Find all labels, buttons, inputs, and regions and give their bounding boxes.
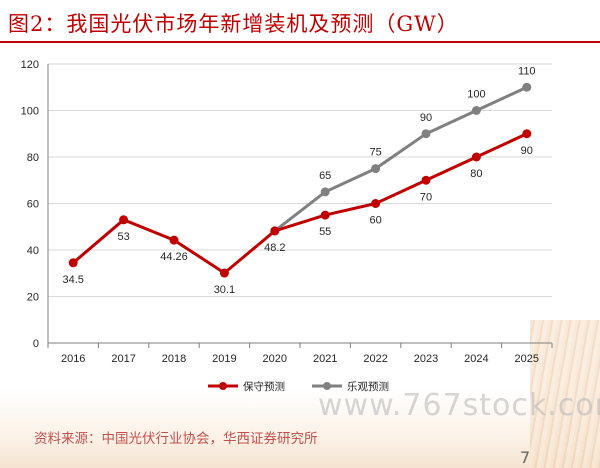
legend-label-conservative: 保守预测 xyxy=(243,380,285,393)
x-tick-label: 2023 xyxy=(414,353,438,365)
data-point-optimistic xyxy=(522,82,532,92)
data-point-conservative xyxy=(68,258,78,268)
page-number: 7 xyxy=(520,448,531,467)
data-point-optimistic xyxy=(320,187,330,197)
legend-label-optimistic: 乐观预测 xyxy=(347,380,389,393)
data-point-conservative xyxy=(270,226,280,236)
y-tick-label: 40 xyxy=(27,245,39,257)
x-tick-label: 2018 xyxy=(162,353,186,365)
legend-swatch-marker-optimistic xyxy=(323,382,331,390)
series-line-conservative xyxy=(72,132,528,275)
data-label-conservative: 55 xyxy=(319,226,331,238)
figure-title: 图2：我国光伏市场年新增装机及预测（GW） xyxy=(8,12,459,36)
line-chart: 0 20 40 60 80 100 120 2016 2017 2018 2019 2020 2021 2… xyxy=(21,59,553,393)
y-tick-label: 60 xyxy=(27,199,39,211)
axes: 0 20 40 60 80 100 120 2016 2017 2018 2019 2020 2021 2… xyxy=(21,59,553,365)
data-point-optimistic xyxy=(371,164,381,174)
data-point-conservative xyxy=(119,215,129,225)
x-tick-label: 2021 xyxy=(313,353,337,365)
y-tick-label: 20 xyxy=(27,292,39,304)
x-tick-label: 2019 xyxy=(212,353,236,365)
y-tick-label: 120 xyxy=(21,59,39,71)
x-tick-label: 2022 xyxy=(363,353,387,365)
title-underline xyxy=(0,41,600,43)
y-tick-label: 0 xyxy=(33,338,39,350)
legend: 保守预测 乐观预测 xyxy=(208,380,389,393)
data-point-conservative xyxy=(320,210,330,220)
data-label-conservative: 70 xyxy=(420,191,432,203)
x-tick-label: 2020 xyxy=(263,353,287,365)
x-tick-label: 2017 xyxy=(111,353,135,365)
y-tick-label: 100 xyxy=(21,106,39,118)
data-label-conservative: 80 xyxy=(470,168,482,180)
data-label-optimistic: 90 xyxy=(420,112,432,124)
data-label-conservative: 44.26 xyxy=(160,251,188,263)
data-label-conservative: 34.5 xyxy=(62,274,83,286)
series-line-optimistic xyxy=(273,85,528,233)
y-tick-label: 80 xyxy=(27,152,39,164)
data-point-conservative xyxy=(219,268,229,278)
data-label-optimistic: 65 xyxy=(319,170,331,182)
figure-header: 图2：我国光伏市场年新增装机及预测（GW） xyxy=(0,0,600,46)
source-note: 资料来源：中国光伏行业协会，华西证券研究所 xyxy=(34,431,318,447)
background-decoration xyxy=(0,388,600,468)
legend-swatch-marker-conservative xyxy=(219,382,227,390)
data-point-conservative xyxy=(371,199,381,208)
data-label-conservative: 60 xyxy=(369,215,381,227)
data-point-conservative xyxy=(522,129,532,139)
data-labels: 65 75 90 100 110 34.5 53 44.26 30.1 48.2 55 60 70 80 9… xyxy=(62,65,535,296)
data-label-conservative: 53 xyxy=(117,231,129,243)
data-point-optimistic xyxy=(471,106,481,115)
data-point-conservative xyxy=(471,152,481,162)
x-tick-label: 2016 xyxy=(61,353,85,365)
data-point-conservative xyxy=(421,175,431,185)
data-label-optimistic: 75 xyxy=(369,147,381,159)
gridlines xyxy=(48,63,552,297)
data-label-conservative: 90 xyxy=(521,145,533,157)
data-label-optimistic: 100 xyxy=(467,89,485,101)
data-point-conservative xyxy=(169,235,179,245)
series-layer xyxy=(68,82,532,278)
watermark: www.767stock.com xyxy=(318,388,600,423)
x-tick-label: 2025 xyxy=(515,353,539,365)
data-label-conservative: 48.2 xyxy=(264,242,285,254)
data-point-optimistic xyxy=(421,129,431,139)
data-label-conservative: 30.1 xyxy=(214,284,235,296)
x-tick-label: 2024 xyxy=(464,353,488,365)
background-pattern xyxy=(530,320,600,468)
data-label-optimistic: 110 xyxy=(518,65,536,77)
